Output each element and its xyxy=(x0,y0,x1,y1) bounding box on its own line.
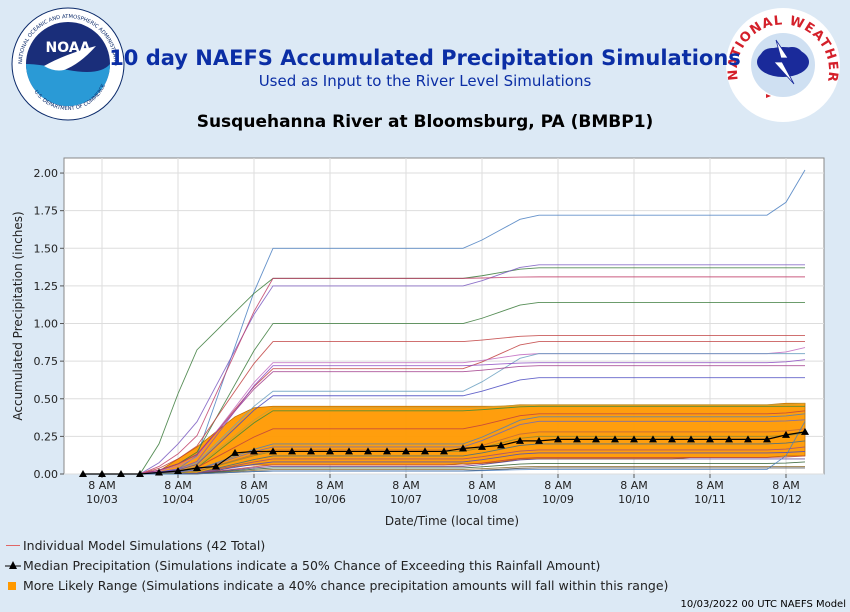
x-tick-date: 10/04 xyxy=(162,493,194,506)
median-point xyxy=(155,468,163,476)
y-axis-label: Accumulated Precipitation (inches) xyxy=(11,211,25,420)
median-point xyxy=(630,435,638,443)
median-point xyxy=(592,435,600,443)
median-point xyxy=(212,462,220,470)
median-point xyxy=(307,447,315,455)
precip-chart: 0.00 0.25 0.50 0.75 1.00 1.25 1.50 1.75 2.00 8 AM… xyxy=(11,157,825,528)
median-point xyxy=(174,466,182,474)
median-point xyxy=(554,435,562,443)
legend-range: More Likely Range (Simulations indicate … xyxy=(5,578,668,593)
x-tick-time: 8 AM xyxy=(620,479,648,492)
median-point xyxy=(193,463,201,471)
legend-median-label: Median Precipitation (Simulations indica… xyxy=(23,558,601,573)
median-point xyxy=(326,447,334,455)
median-triangle-icon xyxy=(5,560,21,572)
median-point xyxy=(516,436,524,444)
x-tick-time: 8 AM xyxy=(544,479,572,492)
legend-range-label: More Likely Range (Simulations indicate … xyxy=(23,578,669,593)
median-point xyxy=(136,470,144,477)
simulation-line xyxy=(83,359,806,475)
simulation-line xyxy=(83,335,805,475)
median-point xyxy=(440,447,448,455)
x-tick-time: 8 AM xyxy=(316,479,344,492)
median-point xyxy=(250,447,258,455)
x-tick-time: 8 AM xyxy=(696,479,724,492)
y-tick-label: 1.75 xyxy=(34,205,59,218)
page-title: 10 day NAEFS Accumulated Precipitation S… xyxy=(109,46,741,70)
median-point xyxy=(744,435,752,443)
x-tick-date: 10/09 xyxy=(542,493,574,506)
y-tick-label: 1.00 xyxy=(34,318,59,331)
x-tick-date: 10/06 xyxy=(314,493,346,506)
median-point xyxy=(687,435,695,443)
median-point xyxy=(497,441,505,449)
x-tick-date: 10/08 xyxy=(466,493,498,506)
median-point xyxy=(288,447,296,455)
median-point xyxy=(421,447,429,455)
y-tick-label: 0.50 xyxy=(34,393,59,406)
x-tick-time: 8 AM xyxy=(88,479,116,492)
site-name: Susquehanna River at Bloomsburg, PA (BMB… xyxy=(196,112,654,132)
median-point xyxy=(668,435,676,443)
simulation-line xyxy=(83,353,805,475)
median-point xyxy=(763,435,771,443)
nws-logo: NATIONAL WEATHER SERVICE xyxy=(724,6,840,122)
median-point xyxy=(459,444,467,452)
x-tick-date: 10/03 xyxy=(86,493,118,506)
simulation-line xyxy=(83,405,805,475)
median-point xyxy=(611,435,619,443)
range-square-icon xyxy=(5,580,21,592)
median-point xyxy=(801,427,809,435)
median-point xyxy=(231,448,239,456)
y-tick-label: 2.00 xyxy=(34,167,59,180)
x-tick-time: 8 AM xyxy=(468,479,496,492)
y-tick-label: 0.75 xyxy=(34,355,59,368)
x-tick-date: 10/12 xyxy=(770,493,802,506)
noaa-logo: NOAA NATIONAL OCEANIC AND ATMOSPHERIC AD… xyxy=(10,6,125,121)
median-point xyxy=(269,447,277,455)
x-tick-date: 10/05 xyxy=(238,493,270,506)
page-subtitle: Used as Input to the River Level Simulat… xyxy=(258,72,592,90)
x-tick-time: 8 AM xyxy=(164,479,192,492)
median-point xyxy=(364,447,372,455)
simulation-line xyxy=(83,402,806,475)
simulation-line xyxy=(83,302,805,475)
y-tick-label: 0.25 xyxy=(34,430,59,443)
legend-individual-label: Individual Model Simulations (42 Total) xyxy=(23,538,266,553)
simulation-line xyxy=(83,377,805,475)
y-tick-label: 1.25 xyxy=(34,280,59,293)
median-point xyxy=(79,470,87,477)
median-point xyxy=(706,435,714,443)
simulation-line xyxy=(83,365,805,475)
legend-median: Median Precipitation (Simulations indica… xyxy=(5,558,600,573)
y-tick-label: 1.50 xyxy=(34,242,59,255)
simulation-line xyxy=(83,264,805,475)
simulation-line xyxy=(83,276,805,475)
median-point xyxy=(782,430,790,438)
y-tick-label: 0.00 xyxy=(34,468,59,481)
median-point xyxy=(402,447,410,455)
x-tick-time: 8 AM xyxy=(240,479,268,492)
individual-line-icon xyxy=(5,540,21,552)
x-tick-date: 10/11 xyxy=(694,493,726,506)
simulation-line xyxy=(83,410,806,475)
x-tick-time: 8 AM xyxy=(392,479,420,492)
x-axis-label: Date/Time (local time) xyxy=(385,514,519,528)
x-tick-time: 8 AM xyxy=(772,479,800,492)
median-point xyxy=(345,447,353,455)
median-point xyxy=(573,435,581,443)
median-point xyxy=(535,436,543,444)
simulation-line xyxy=(83,421,806,475)
median-point xyxy=(725,435,733,443)
x-tick-date: 10/10 xyxy=(618,493,650,506)
median-point xyxy=(117,470,125,477)
median-point xyxy=(383,447,391,455)
legend-individual: Individual Model Simulations (42 Total) xyxy=(5,538,265,553)
median-point xyxy=(649,435,657,443)
median-point xyxy=(478,442,486,450)
noaa-logo-text: NOAA xyxy=(46,40,91,56)
model-footer: 10/03/2022 00 UTC NAEFS Model xyxy=(680,599,847,610)
median-point xyxy=(98,470,106,477)
x-tick-date: 10/07 xyxy=(390,493,422,506)
